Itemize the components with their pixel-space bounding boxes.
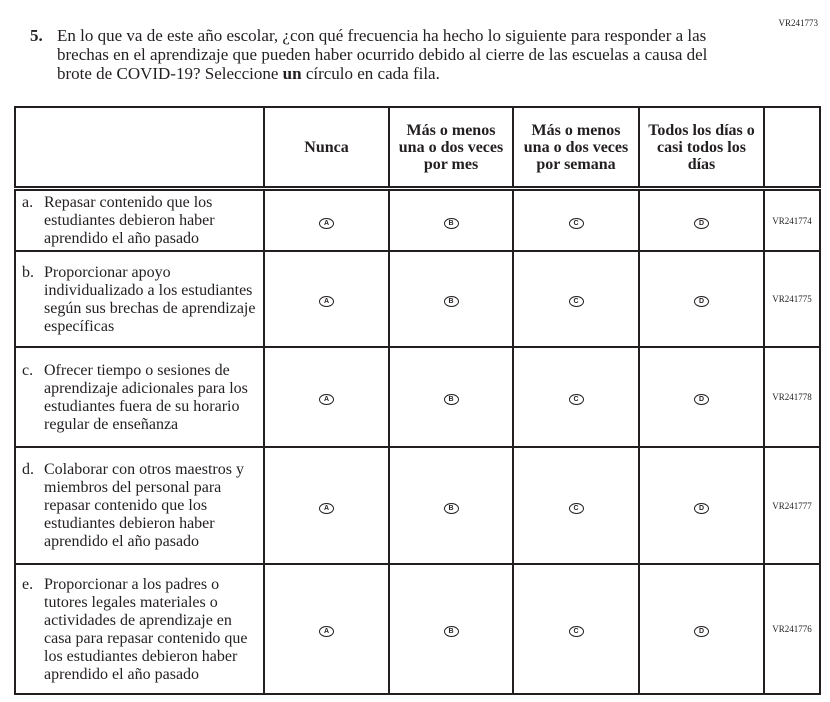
item-cell: b. Proporcionar apoyo individualizado a l… (14, 250, 265, 348)
question-emphasis: un (282, 64, 302, 83)
option-cell: C (512, 563, 640, 695)
header-row: Nunca Más o menos una o dos veces por me… (14, 106, 821, 191)
header-blank-id (763, 106, 821, 191)
response-bubble-b[interactable]: B (443, 296, 459, 307)
response-bubble-d[interactable]: D (694, 394, 709, 405)
item-text: Proporcionar apoyo individualizado a los… (44, 263, 256, 335)
response-grid: Nunca Más o menos una o dos veces por me… (14, 106, 821, 695)
option-cell: A (263, 250, 390, 348)
response-bubble-b[interactable]: B (443, 502, 459, 514)
response-bubble-d[interactable]: D (694, 502, 709, 514)
item-id: VR241775 (763, 250, 821, 348)
option-cell: B (388, 250, 514, 348)
response-bubble-a[interactable]: A (319, 217, 334, 229)
column-header: Nunca (263, 106, 390, 191)
option-cell: D (638, 187, 765, 252)
question-text: En lo que va de este año escolar, ¿con q… (57, 26, 730, 83)
item-text: Repasar contenido que los estudiantes de… (44, 194, 215, 247)
option-cell: C (512, 187, 640, 252)
response-bubble-c[interactable]: C (568, 394, 584, 405)
option-cell: A (263, 446, 390, 565)
option-cell: B (388, 563, 514, 695)
item-id: VR241777 (763, 446, 821, 565)
item-id: VR241774 (763, 187, 821, 252)
response-bubble-c[interactable]: C (568, 626, 584, 637)
header-blank (14, 106, 265, 191)
column-header: Todos los días o casi todos los días (638, 106, 765, 191)
item-letter: d. (22, 461, 34, 478)
option-cell: D (638, 563, 765, 695)
option-cell: A (263, 346, 390, 448)
item-letter: e. (22, 575, 34, 593)
response-bubble-c[interactable]: C (568, 502, 584, 514)
option-cell: C (512, 250, 640, 348)
column-header: Más o menos una o dos veces por semana (512, 106, 640, 191)
option-cell: D (638, 446, 765, 565)
option-cell: A (263, 187, 390, 252)
option-cell: B (388, 346, 514, 448)
item-cell: c. Ofrecer tiempo o sesiones de aprendiza… (14, 346, 265, 448)
item-cell: d. Colaborar con otros maestros y miembro… (14, 446, 265, 565)
item-cell: e. Proporcionar a los padres o tutores le… (14, 563, 265, 695)
response-bubble-a[interactable]: A (319, 394, 334, 405)
response-bubble-d[interactable]: D (694, 217, 709, 229)
table-row: e. Proporcionar a los padres o tutores le… (14, 563, 821, 695)
response-bubble-c[interactable]: C (568, 217, 584, 229)
item-letter: b. (22, 263, 34, 281)
table-row: a. Repasar contenido que los estudiantes … (14, 187, 821, 252)
option-cell: B (388, 446, 514, 565)
question-text-end: círculo en cada fila. (301, 64, 440, 83)
option-cell: A (263, 563, 390, 695)
table-row: c. Ofrecer tiempo o sesiones de aprendiza… (14, 346, 821, 448)
question-prompt: 5. En lo que va de este año escolar, ¿co… (30, 26, 730, 83)
response-bubble-c[interactable]: C (568, 296, 584, 307)
response-bubble-b[interactable]: B (443, 394, 459, 405)
option-cell: B (388, 187, 514, 252)
option-cell: C (512, 346, 640, 448)
response-bubble-a[interactable]: A (319, 502, 334, 514)
question-id: VR241773 (778, 18, 818, 28)
question-number: 5. (30, 26, 43, 45)
table-row: b. Proporcionar apoyo individualizado a l… (14, 250, 821, 348)
item-text: Proporcionar a los padres o tutores lega… (44, 575, 248, 683)
option-cell: C (512, 446, 640, 565)
question-text-main: En lo que va de este año escolar, ¿con q… (57, 26, 708, 83)
response-bubble-a[interactable]: A (319, 296, 334, 307)
item-id: VR241776 (763, 563, 821, 695)
item-letter: a. (22, 194, 34, 211)
response-bubble-a[interactable]: A (319, 626, 334, 637)
response-bubble-d[interactable]: D (694, 626, 709, 637)
response-bubble-d[interactable]: D (694, 296, 709, 307)
table-row: d. Colaborar con otros maestros y miembro… (14, 446, 821, 565)
response-bubble-b[interactable]: B (443, 217, 459, 229)
item-text: Colaborar con otros maestros y miembros … (44, 461, 244, 550)
response-bubble-b[interactable]: B (443, 626, 459, 637)
option-cell: D (638, 346, 765, 448)
item-text: Ofrecer tiempo o sesiones de aprendizaje… (44, 361, 248, 433)
option-cell: D (638, 250, 765, 348)
column-header: Más o menos una o dos veces por mes (388, 106, 514, 191)
item-letter: c. (22, 361, 34, 379)
item-cell: a. Repasar contenido que los estudiantes … (14, 187, 265, 252)
item-id: VR241778 (763, 346, 821, 448)
